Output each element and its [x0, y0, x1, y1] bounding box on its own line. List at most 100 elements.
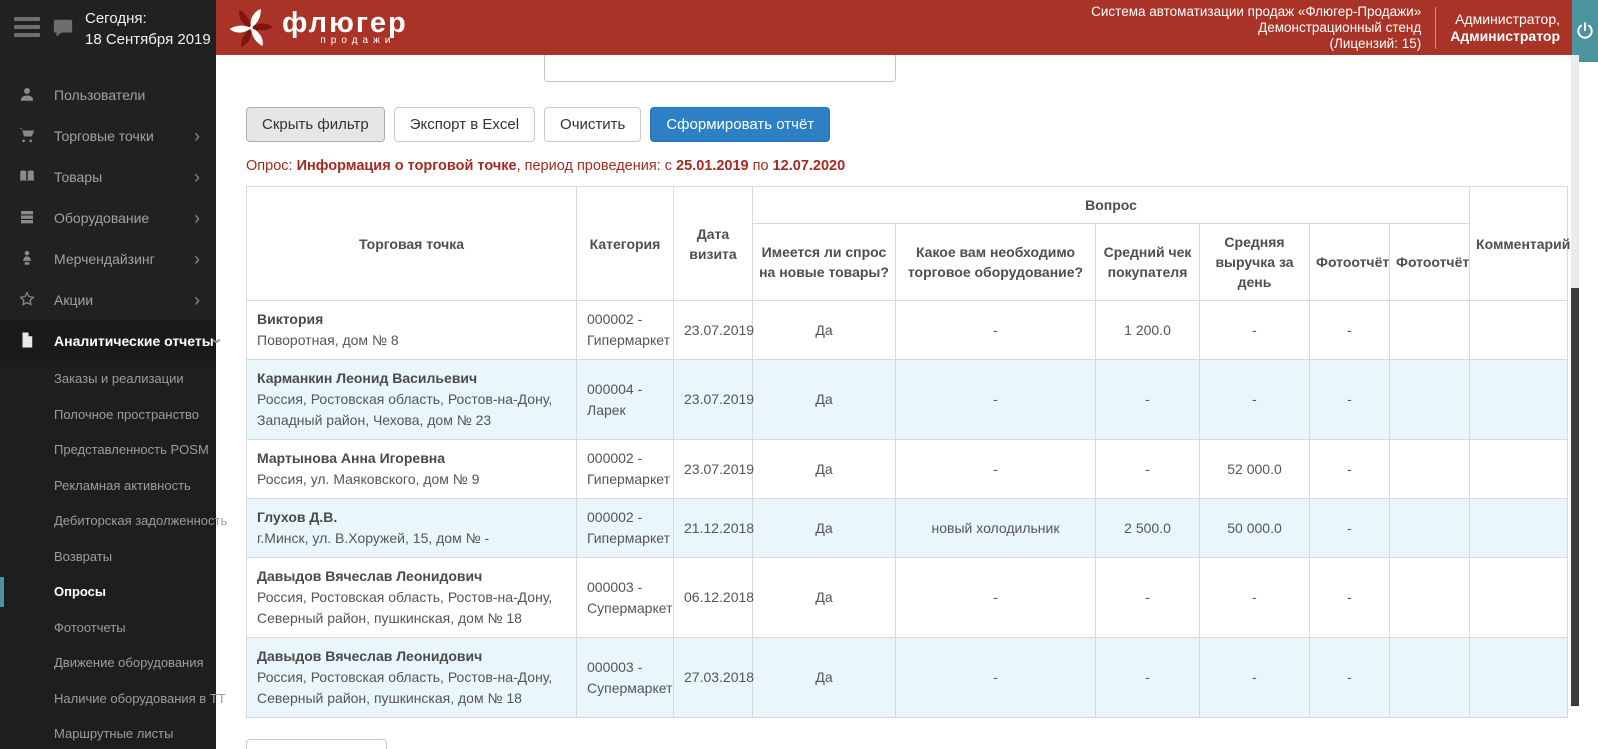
- cell-demand: Да: [752, 557, 896, 638]
- cell-outlet: Виктория Поворотная, дом № 8: [246, 300, 577, 360]
- sidebar: Сегодня: 18 Сентября 2019 Пользователи Т…: [0, 0, 228, 749]
- cell-visit-date: 06.12.2018: [673, 557, 754, 638]
- merch-icon: [18, 249, 38, 269]
- cell-visit-date: 23.07.2019: [673, 359, 754, 440]
- equipment-icon: [18, 208, 38, 228]
- cell-photo-report-1: -: [1309, 637, 1390, 718]
- sidebar-item-promos[interactable]: Акции ›: [0, 279, 216, 320]
- table-row: Виктория Поворотная, дом № 8 000002 - Гип…: [246, 300, 1569, 360]
- cell-demand: Да: [752, 637, 896, 718]
- hide-filter-button[interactable]: Скрыть фильтр: [246, 107, 385, 142]
- cell-outlet: Мартынова Анна Игоревна Россия, ул. Маяко…: [246, 439, 577, 499]
- cell-equipment: новый холодильник: [895, 498, 1096, 558]
- sidebar-subitem[interactable]: Представленность POSM: [54, 442, 209, 458]
- logo-subtitle: продажи: [320, 35, 396, 46]
- column-header-demand: Имеется ли спрос на новые товары?: [752, 223, 896, 301]
- sidebar-item-analytics-reports[interactable]: Аналитические отчеты ›: [0, 320, 227, 361]
- cell-comment: [1469, 498, 1569, 558]
- table-row: Глухов Д.В. г.Минск, ул. В.Хоружей, 15, д…: [246, 498, 1569, 558]
- today-label: Сегодня:: [85, 10, 147, 27]
- cell-photo-report-2: [1388, 359, 1471, 440]
- cell-category: 000002 - Гипермаркет: [576, 300, 674, 360]
- sidebar-item-users[interactable]: Пользователи: [0, 74, 216, 115]
- sidebar-subitem[interactable]: Движение оборудования: [54, 655, 204, 671]
- column-header-avg-check: Средний чек покупателя: [1095, 223, 1200, 301]
- cell-category: 000002 - Гипермаркет: [576, 498, 674, 558]
- sidebar-item-merchandising[interactable]: Мерчендайзинг ›: [0, 238, 216, 279]
- cell-avg-revenue: 52 000.0: [1199, 439, 1310, 499]
- cell-outlet: Глухов Д.В. г.Минск, ул. В.Хоружей, 15, д…: [246, 498, 577, 558]
- chevron-right-icon: ›: [194, 166, 200, 187]
- vertical-scrollbar[interactable]: [1571, 55, 1579, 707]
- sidebar-subitem[interactable]: Маршрутные листы: [54, 726, 174, 742]
- table-row: Мартынова Анна Игоревна Россия, ул. Маяко…: [246, 439, 1569, 499]
- app-logo: флюгер продажи: [228, 5, 408, 51]
- cell-equipment: -: [895, 557, 1096, 638]
- cell-equipment: -: [895, 439, 1096, 499]
- sidebar-menu: Пользователи Торговые точки › Товары › О…: [0, 60, 227, 361]
- cell-comment: [1469, 300, 1569, 360]
- column-header-photo-report-2: Фотоотчёт: [1388, 223, 1471, 301]
- sidebar-subitem[interactable]: Рекламная активность: [54, 477, 191, 493]
- chat-bubble-icon[interactable]: [52, 17, 74, 44]
- cell-photo-report-2: [1388, 637, 1471, 718]
- cell-visit-date: 21.12.2018: [673, 498, 754, 558]
- cell-demand: Да: [752, 300, 896, 360]
- cell-visit-date: 27.03.2018: [673, 637, 754, 718]
- cell-photo-report-2: [1388, 557, 1471, 638]
- cell-photo-report-1: -: [1309, 498, 1390, 558]
- column-header-equipment-needed: Какое вам необходимо торговое оборудован…: [895, 223, 1096, 301]
- logout-button[interactable]: [1572, 0, 1598, 62]
- sidebar-topbar: Сегодня: 18 Сентября 2019: [0, 0, 216, 60]
- cell-comment: [1469, 359, 1569, 440]
- sidebar-subitem[interactable]: Фотоотчеты: [54, 619, 126, 635]
- sidebar-subitem[interactable]: Наличие оборудования в ТТ: [54, 690, 226, 706]
- power-icon: [1575, 21, 1595, 41]
- export-excel-bottom-button[interactable]: Экспорт в Excel: [246, 739, 388, 749]
- cell-visit-date: 23.07.2019: [673, 300, 754, 360]
- sidebar-item-outlets[interactable]: Торговые точки ›: [0, 115, 216, 156]
- cell-photo-report-2: [1388, 498, 1471, 558]
- sidebar-subitem[interactable]: Заказы и реализации: [54, 371, 184, 387]
- cell-avg-check: -: [1095, 557, 1200, 638]
- export-excel-button[interactable]: Экспорт в Excel: [393, 107, 536, 142]
- chevron-right-icon: ›: [194, 125, 200, 146]
- scrollbar-thumb[interactable]: [1571, 288, 1579, 706]
- current-user: Администратор, Администратор: [1450, 10, 1560, 44]
- sidebar-subitem[interactable]: Опросы: [0, 574, 216, 610]
- system-info: Система автоматизации продаж «Флюгер-Про…: [1091, 3, 1422, 51]
- report-icon: [18, 331, 38, 351]
- sidebar-submenu: Заказы и реализации Полочное пространств…: [0, 361, 228, 749]
- sidebar-item-goods[interactable]: Товары ›: [0, 156, 216, 197]
- sidebar-subitem[interactable]: Возвраты: [54, 548, 113, 564]
- filter-input-partial[interactable]: [544, 55, 896, 82]
- main-area: флюгер продажи Система автоматизации про…: [216, 0, 1598, 749]
- cell-photo-report-1: -: [1309, 359, 1390, 440]
- column-group-question: Вопрос: [751, 186, 1471, 224]
- cell-photo-report-1: -: [1309, 439, 1390, 499]
- sidebar-subitem[interactable]: Дебиторская задолженность: [54, 513, 228, 529]
- hamburger-menu-icon[interactable]: [14, 17, 40, 37]
- cell-photo-report-1: -: [1309, 300, 1390, 360]
- cell-category: 000002 - Гипермаркет: [576, 439, 674, 499]
- sidebar-item-equipment[interactable]: Оборудование ›: [0, 197, 216, 238]
- chevron-right-icon: ›: [194, 289, 200, 310]
- toolbar: Скрыть фильтр Экспорт в Excel Очистить С…: [246, 107, 1598, 142]
- cell-visit-date: 23.07.2019: [673, 439, 754, 499]
- cell-outlet: Давыдов Вячеслав Леонидович Россия, Росто…: [246, 557, 577, 638]
- survey-date-from: 25.01.2019: [676, 158, 749, 174]
- cell-demand: Да: [752, 439, 896, 499]
- cell-equipment: -: [895, 359, 1096, 440]
- cell-avg-revenue: -: [1199, 637, 1310, 718]
- table-row: Давыдов Вячеслав Леонидович Россия, Росто…: [246, 557, 1569, 638]
- clear-button[interactable]: Очистить: [544, 107, 642, 142]
- today-date: Сегодня: 18 Сентября 2019: [85, 8, 211, 50]
- column-header-category: Категория: [576, 186, 674, 301]
- cell-category: 000004 - Ларек: [576, 359, 674, 440]
- sidebar-subitem[interactable]: Полочное пространство: [54, 406, 200, 422]
- cell-category: 000003 - Супермаркет: [576, 637, 674, 718]
- cell-comment: [1469, 557, 1569, 638]
- chevron-right-icon: ›: [194, 207, 200, 228]
- products-icon: [18, 167, 38, 187]
- generate-report-button[interactable]: Сформировать отчёт: [650, 107, 831, 142]
